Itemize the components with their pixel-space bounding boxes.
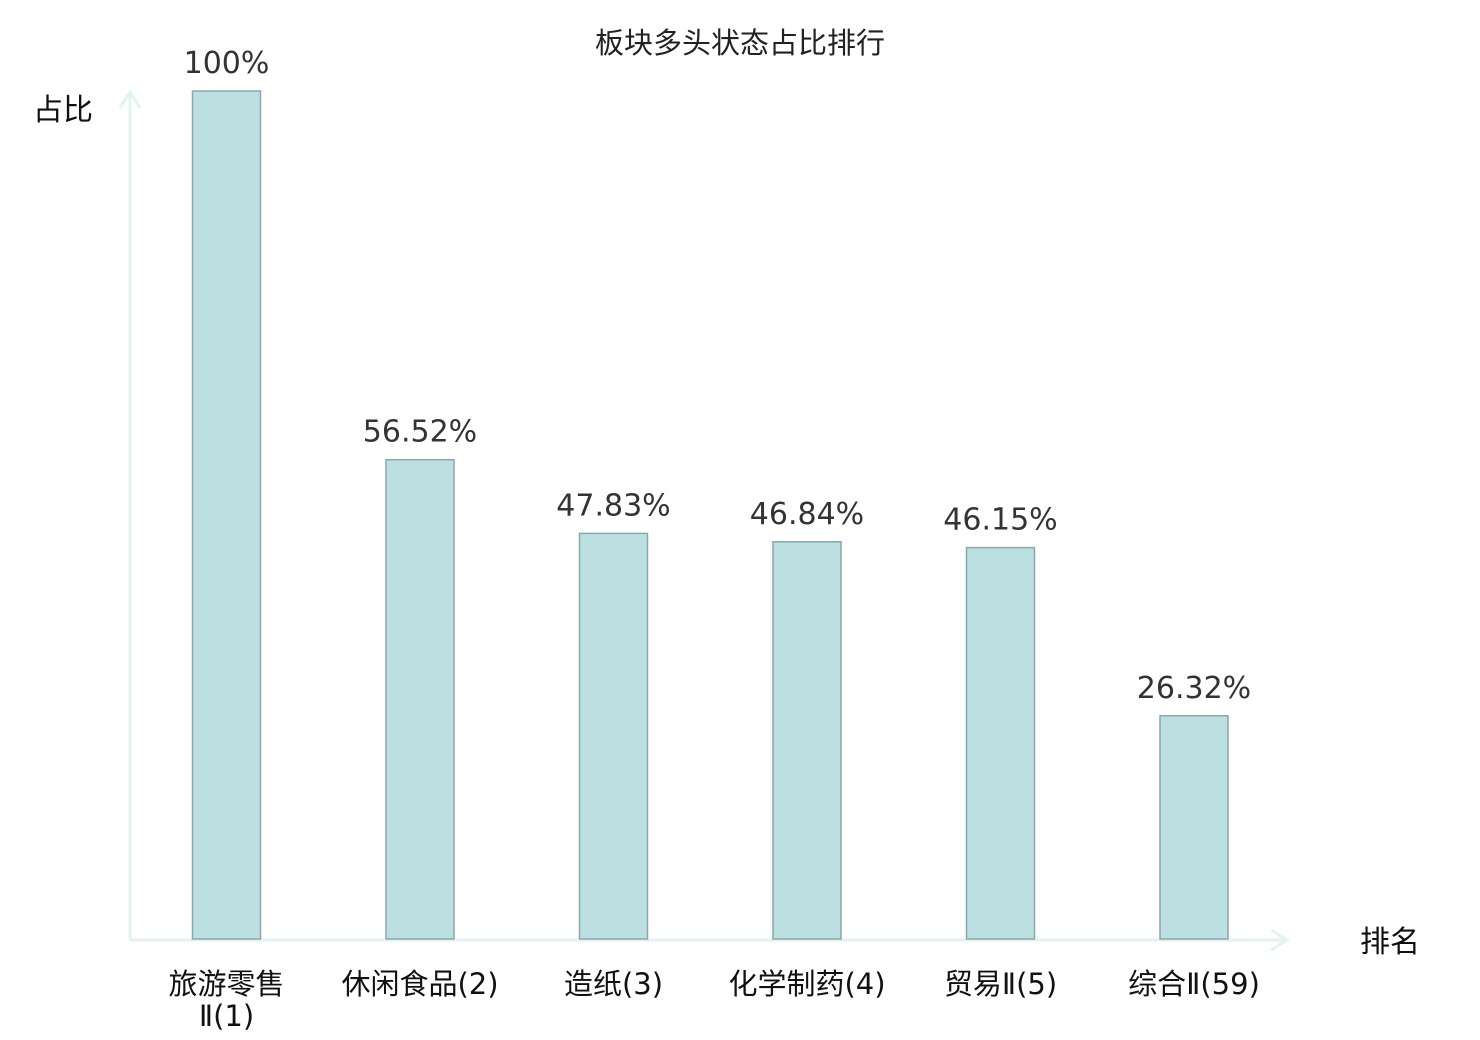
x-axis-label: 排名	[1360, 925, 1420, 960]
category-label-3: 造纸(3)	[564, 967, 663, 1001]
chart-title: 板块多头状态占比排行	[595, 26, 885, 60]
category-label-1-line-1: 旅游零售	[168, 967, 284, 1001]
value-label-6: 26.32%	[1137, 671, 1251, 706]
category-label-5: 贸易Ⅱ(5)	[944, 967, 1057, 1001]
value-label-5: 46.15%	[943, 503, 1057, 538]
bar-3	[578, 532, 649, 940]
y-axis-label: 占比	[33, 93, 93, 128]
bar-6	[1159, 715, 1229, 940]
value-label-2: 56.52%	[363, 415, 477, 450]
category-label-6: 综合Ⅱ(59)	[1128, 967, 1260, 1001]
y-axis-arrow-icon	[118, 89, 142, 109]
value-label-1: 100%	[184, 46, 270, 81]
category-label-4: 化学制药(4)	[728, 967, 885, 1001]
value-label-3: 47.83%	[556, 488, 670, 523]
value-label-4: 46.84%	[750, 497, 864, 532]
category-label-1-line-2: Ⅱ(1)	[199, 999, 254, 1033]
axes	[118, 89, 1290, 952]
bars-group	[191, 90, 1229, 940]
bar-4	[772, 541, 842, 940]
bar-5	[965, 546, 1036, 940]
bar-2	[385, 458, 455, 940]
value-labels-group: 100% 56.52% 47.83% 46.84% 46.15% 26.32%	[184, 46, 1252, 706]
x-axis-arrow-icon	[1270, 928, 1290, 952]
bar-1	[191, 90, 262, 940]
category-label-2: 休闲食品(2)	[341, 967, 498, 1001]
